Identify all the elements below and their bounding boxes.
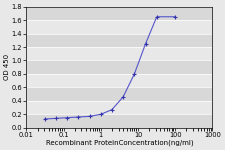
Bar bbox=[26, 74, 212, 87]
X-axis label: Recombinant ProteinConcentration(ng/ml): Recombinant ProteinConcentration(ng/ml) bbox=[45, 139, 193, 146]
Bar bbox=[26, 47, 212, 60]
Bar bbox=[26, 20, 212, 34]
Bar bbox=[26, 87, 212, 101]
Bar bbox=[26, 34, 212, 47]
Bar bbox=[26, 60, 212, 74]
Y-axis label: OD 450: OD 450 bbox=[4, 54, 10, 80]
Bar bbox=[26, 7, 212, 20]
Bar bbox=[26, 114, 212, 128]
Bar bbox=[26, 101, 212, 114]
